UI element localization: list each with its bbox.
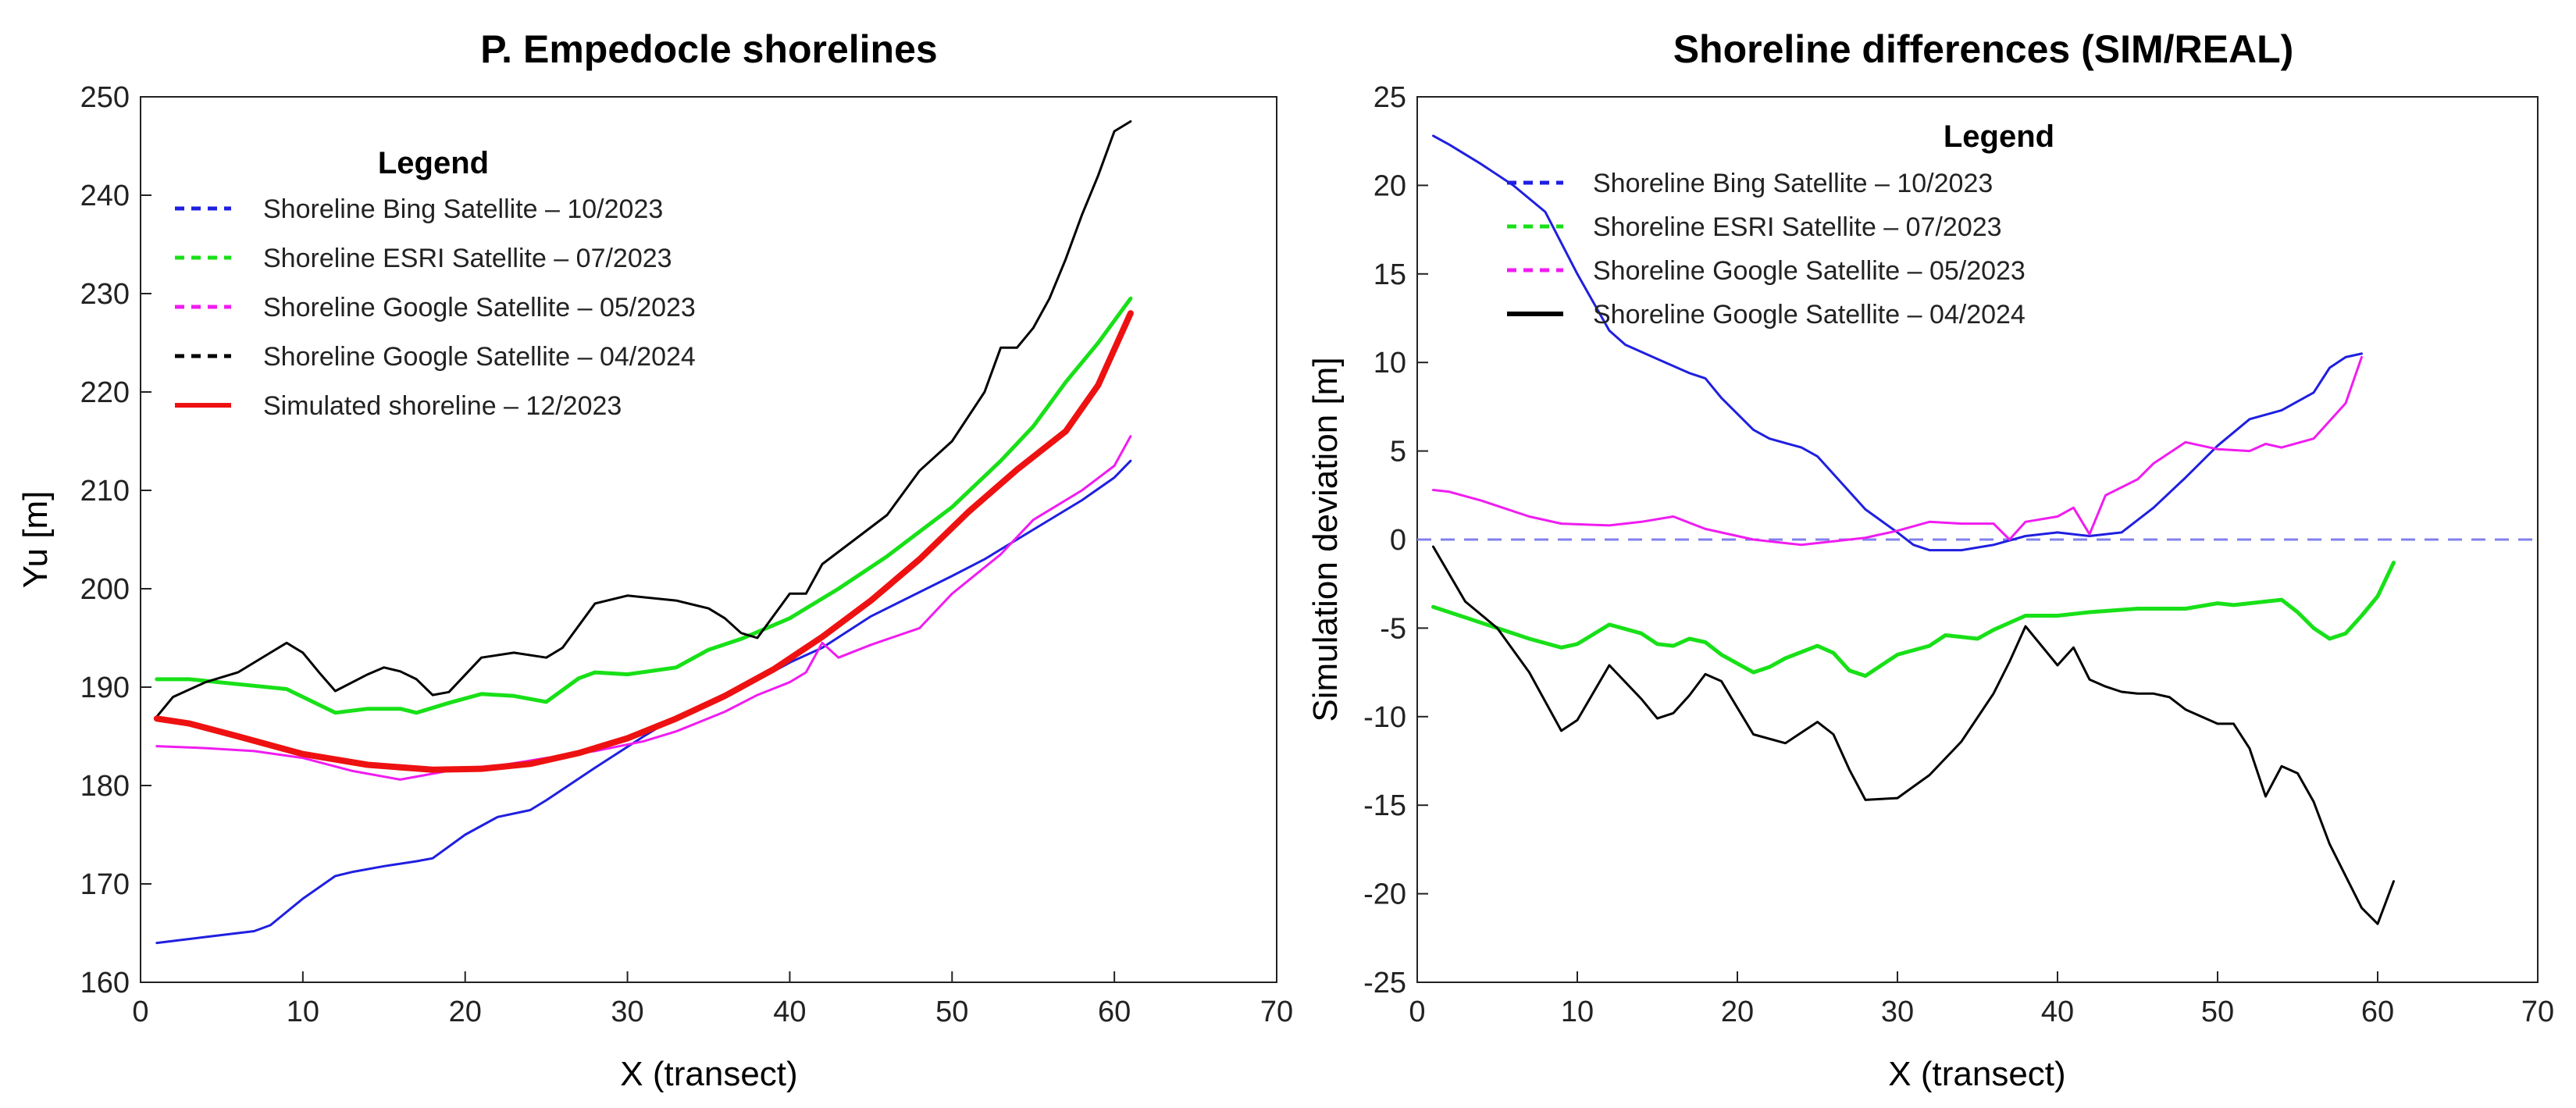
left-legend-label-2: Shoreline Google Satellite – 05/2023 (263, 293, 696, 322)
left-series-line-4 (153, 310, 1134, 773)
left-y-tick-label: 230 (80, 278, 130, 311)
right-legend-title: Legend (1944, 119, 2054, 154)
right-y-tick-label: 20 (1374, 169, 1406, 202)
left-legend: Legend Shoreline Bing Satellite – 10/2023… (175, 146, 696, 421)
right-x-tick-label: 20 (1721, 996, 1754, 1028)
right-x-tick-label: 0 (1409, 996, 1425, 1028)
left-x-tick-label: 0 (132, 996, 148, 1028)
left-y-axis-label: Yu [m] (16, 491, 55, 589)
right-y-tick-label: -15 (1363, 789, 1406, 822)
left-series-line-1 (155, 296, 1133, 715)
right-series-line-3 (1432, 545, 2395, 925)
right-y-tick-label: -5 (1380, 612, 1406, 645)
right-legend-label-2: Shoreline Google Satellite – 05/2023 (1593, 256, 2026, 286)
right-y-tick-label: 0 (1390, 524, 1406, 557)
right-y-tick-label: -20 (1363, 878, 1406, 911)
left-series-line-2 (155, 435, 1132, 781)
left-x-tick-label: 20 (449, 996, 482, 1028)
right-x-tick-label: 40 (2041, 996, 2074, 1028)
right-y-tick-label: -10 (1363, 701, 1406, 734)
right-legend-label-1: Shoreline ESRI Satellite – 07/2023 (1593, 212, 2002, 242)
left-legend-title: Legend (378, 146, 489, 180)
left-y-tick-label: 190 (80, 672, 130, 704)
right-axis-ticks: 0 10 20 30 40 50 60 70 -25 -20 -15 -10 -5 0 5 10 15 20 25 (1363, 81, 2554, 1028)
left-y-tick-label: 170 (80, 868, 130, 901)
right-y-axis-label: Simulation deviation [m] (1306, 357, 1345, 721)
right-series-line-0 (1432, 134, 2363, 552)
right-x-tick-label: 30 (1881, 996, 1914, 1028)
right-chart: Shoreline differences (SIM/REAL) 0 10 20 30… (1306, 27, 2554, 1093)
left-x-tick-label: 10 (287, 996, 319, 1028)
left-x-tick-label: 30 (611, 996, 643, 1028)
left-plot-frame (140, 96, 1277, 983)
left-x-tick-label: 60 (1098, 996, 1131, 1028)
right-y-tick-label: 15 (1374, 258, 1406, 291)
left-y-tick-label: 210 (80, 475, 130, 508)
left-chart-title: P. Empedocle shorelines (480, 27, 937, 71)
right-x-tick-label: 60 (2361, 996, 2394, 1028)
right-legend: Legend Shoreline Bing Satellite – 10/2023… (1507, 119, 2054, 330)
right-series-line-1 (1431, 561, 2396, 679)
left-legend-label-4: Simulated shoreline – 12/2023 (263, 391, 622, 421)
left-legend-label-3: Shoreline Google Satellite – 04/2024 (263, 342, 696, 372)
right-y-tick-label: 5 (1390, 436, 1406, 468)
left-y-tick-label: 240 (80, 180, 130, 212)
left-x-tick-label: 50 (935, 996, 968, 1028)
left-y-tick-label: 250 (80, 81, 130, 114)
left-y-tick-label: 200 (80, 573, 130, 606)
left-x-tick-label: 40 (773, 996, 806, 1028)
right-y-tick-label: 10 (1374, 347, 1406, 379)
left-series-group (153, 120, 1134, 945)
right-legend-label-0: Shoreline Bing Satellite – 10/2023 (1593, 169, 1993, 198)
left-y-tick-label: 180 (80, 770, 130, 803)
right-legend-label-3: Shoreline Google Satellite – 04/2024 (1593, 300, 2026, 330)
right-x-tick-label: 50 (2201, 996, 2234, 1028)
left-x-axis-label: X (transect) (620, 1055, 797, 1093)
left-y-tick-label: 160 (80, 967, 130, 999)
left-y-tick-label: 220 (80, 376, 130, 409)
left-legend-label-1: Shoreline ESRI Satellite – 07/2023 (263, 244, 672, 273)
right-y-tick-label: -25 (1363, 967, 1406, 999)
left-series-line-3 (155, 120, 1132, 718)
right-chart-title: Shoreline differences (SIM/REAL) (1673, 27, 2294, 71)
right-series-line-2 (1432, 355, 2363, 547)
left-axis-ticks: 0 10 20 30 40 50 60 70 160 170 180 190 200 210 220 230 2… (80, 81, 1294, 1028)
right-series-group (1417, 134, 2538, 925)
right-y-tick-label: 25 (1374, 81, 1406, 114)
right-x-axis-label: X (transect) (1888, 1055, 2065, 1093)
left-x-tick-label: 70 (1260, 996, 1293, 1028)
left-series-line-0 (155, 459, 1132, 945)
left-chart: P. Empedocle shorelines 0 10 20 30 40 50 60 70 1… (16, 27, 1293, 1093)
right-x-tick-label: 70 (2521, 996, 2554, 1028)
right-x-tick-label: 10 (1561, 996, 1594, 1028)
left-legend-label-0: Shoreline Bing Satellite – 10/2023 (263, 194, 663, 224)
